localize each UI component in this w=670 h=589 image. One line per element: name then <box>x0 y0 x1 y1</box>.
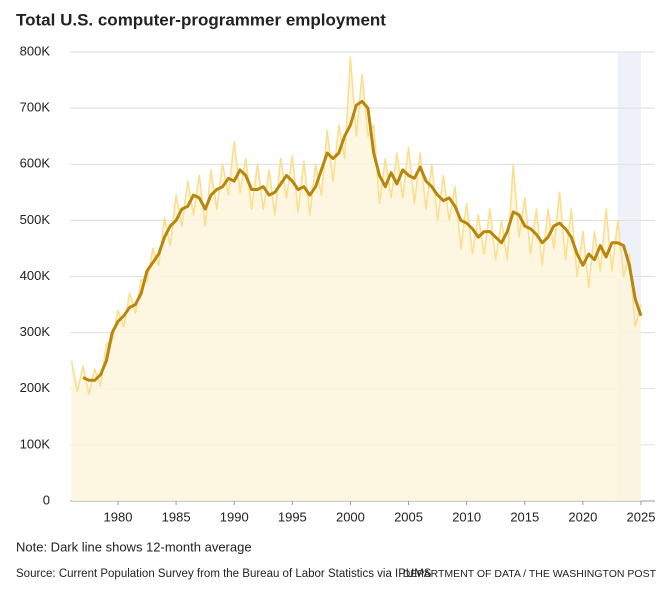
y-tick-label: 0 <box>43 492 50 507</box>
monthly-line <box>70 56 642 396</box>
chart-title: Total U.S. computer-programmer employmen… <box>16 10 386 29</box>
x-tick-label: 1995 <box>278 509 307 524</box>
credit: DEPARTMENT OF DATA / THE WASHINGTON POST <box>403 568 657 580</box>
x-tick-label: 1985 <box>162 509 191 524</box>
y-tick-label: 600K <box>20 156 51 171</box>
x-tick-label: 2010 <box>452 509 481 524</box>
y-tick-label: 700K <box>20 100 51 115</box>
x-tick-label: 1980 <box>104 509 133 524</box>
area <box>71 57 641 501</box>
x-tick-label: 1990 <box>220 509 249 524</box>
x-tick-label: 2025 <box>627 509 656 524</box>
y-tick-label: 800K <box>20 43 51 58</box>
note: Note: Dark line shows 12-month average <box>16 539 252 554</box>
y-tick-label: 500K <box>20 212 51 227</box>
y-tick-label: 100K <box>20 436 51 451</box>
x-tick-label: 2000 <box>336 509 365 524</box>
average-line <box>82 99 643 382</box>
y-tick-label: 200K <box>20 380 51 395</box>
y-tick-label: 400K <box>20 268 51 283</box>
x-tick-label: 2020 <box>568 509 597 524</box>
x-tick-label: 2015 <box>510 509 539 524</box>
y-tick-label: 300K <box>20 324 51 339</box>
source: Source: Current Population Survey from t… <box>16 568 432 580</box>
x-tick-label: 2005 <box>394 509 423 524</box>
